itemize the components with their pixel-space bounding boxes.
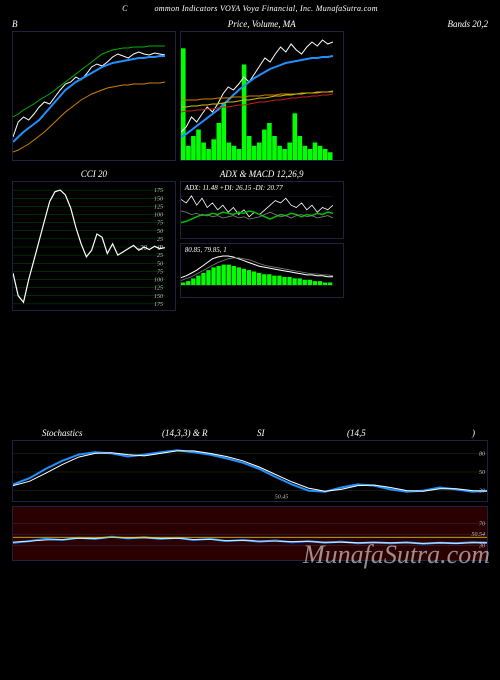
chart-stochastics: 80502050.45 <box>12 440 488 502</box>
chart-empty <box>348 31 488 161</box>
svg-text:70: 70 <box>479 522 485 528</box>
panel-title-bands: Bands 20,2 <box>448 19 489 29</box>
panel-title-cci: CCI 20 <box>81 169 107 179</box>
page-header: C ommon Indicators VOYA Voya Financial, … <box>0 0 500 17</box>
svg-text:50.45: 50.45 <box>275 494 289 501</box>
svg-text:100: 100 <box>154 213 163 219</box>
panel-adx-macd: ADX & MACD 12,26,9 ADX: 11.48 +DI: 26.15… <box>180 167 344 311</box>
row-1: B Price, Volume, MA Bands 20,2 <box>0 17 500 161</box>
chart-bollinger <box>12 31 176 161</box>
svg-text:25: 25 <box>157 237 163 243</box>
panel-bands-label: Bands 20,2 <box>348 17 488 161</box>
svg-text:80: 80 <box>479 451 485 457</box>
svg-text:50: 50 <box>479 470 485 476</box>
chart-rsi: 7050.5430 <box>12 506 488 561</box>
chart-price-volume <box>180 31 344 161</box>
panel-cci: CCI 20 175150125100755025025507510012515… <box>12 167 176 311</box>
panel-title-b: B <box>12 19 18 29</box>
rsi-close: ) <box>472 428 475 438</box>
macd-values: 80.85, 79.85, 1 <box>185 246 227 254</box>
svg-text:75: 75 <box>157 269 163 275</box>
panel-title-adx: ADX & MACD 12,26,9 <box>220 169 304 179</box>
svg-text:150: 150 <box>154 196 163 202</box>
header-text: ommon Indicators VOYA Voya Financial, In… <box>154 4 377 13</box>
svg-text:175: 175 <box>154 188 163 194</box>
svg-text:100: 100 <box>154 278 163 284</box>
adx-values: ADX: 11.48 +DI: 26.15 -DI: 20.77 <box>185 184 283 192</box>
panel-spacer-r2 <box>348 167 488 311</box>
svg-text:50: 50 <box>157 229 163 235</box>
svg-text:30: 30 <box>478 544 485 550</box>
svg-text:125: 125 <box>154 204 163 210</box>
gap <box>0 311 500 426</box>
stoch-title: Stochastics <box>42 428 83 438</box>
rsi-title: SI <box>257 428 265 438</box>
row-2: CCI 20 175150125100755025025507510012515… <box>0 167 500 311</box>
svg-text:175: 175 <box>154 302 163 308</box>
chart-adx: ADX: 11.48 +DI: 26.15 -DI: 20.77 <box>180 181 344 239</box>
panel-price: Price, Volume, MA <box>180 17 344 161</box>
svg-text:150: 150 <box>154 294 163 300</box>
chart-macd: 80.85, 79.85, 1 <box>180 243 344 298</box>
header-frag: C <box>122 4 152 13</box>
svg-text:125: 125 <box>154 286 163 292</box>
stoch-params1: (14,3,3) & R <box>162 428 208 438</box>
svg-text:50: 50 <box>157 261 163 267</box>
svg-text:75: 75 <box>157 221 163 227</box>
svg-text:25: 25 <box>157 253 163 259</box>
chart-cci: 1751501251007550250255075100125150175-20… <box>12 181 176 311</box>
panel-title-price: Price, Volume, MA <box>228 19 296 29</box>
rsi-params: (14,5 <box>347 428 366 438</box>
panel-bollinger: B <box>12 17 176 161</box>
row-3: Stochastics (14,3,3) & R SI (14,5 ) 80 50… <box>0 426 500 561</box>
